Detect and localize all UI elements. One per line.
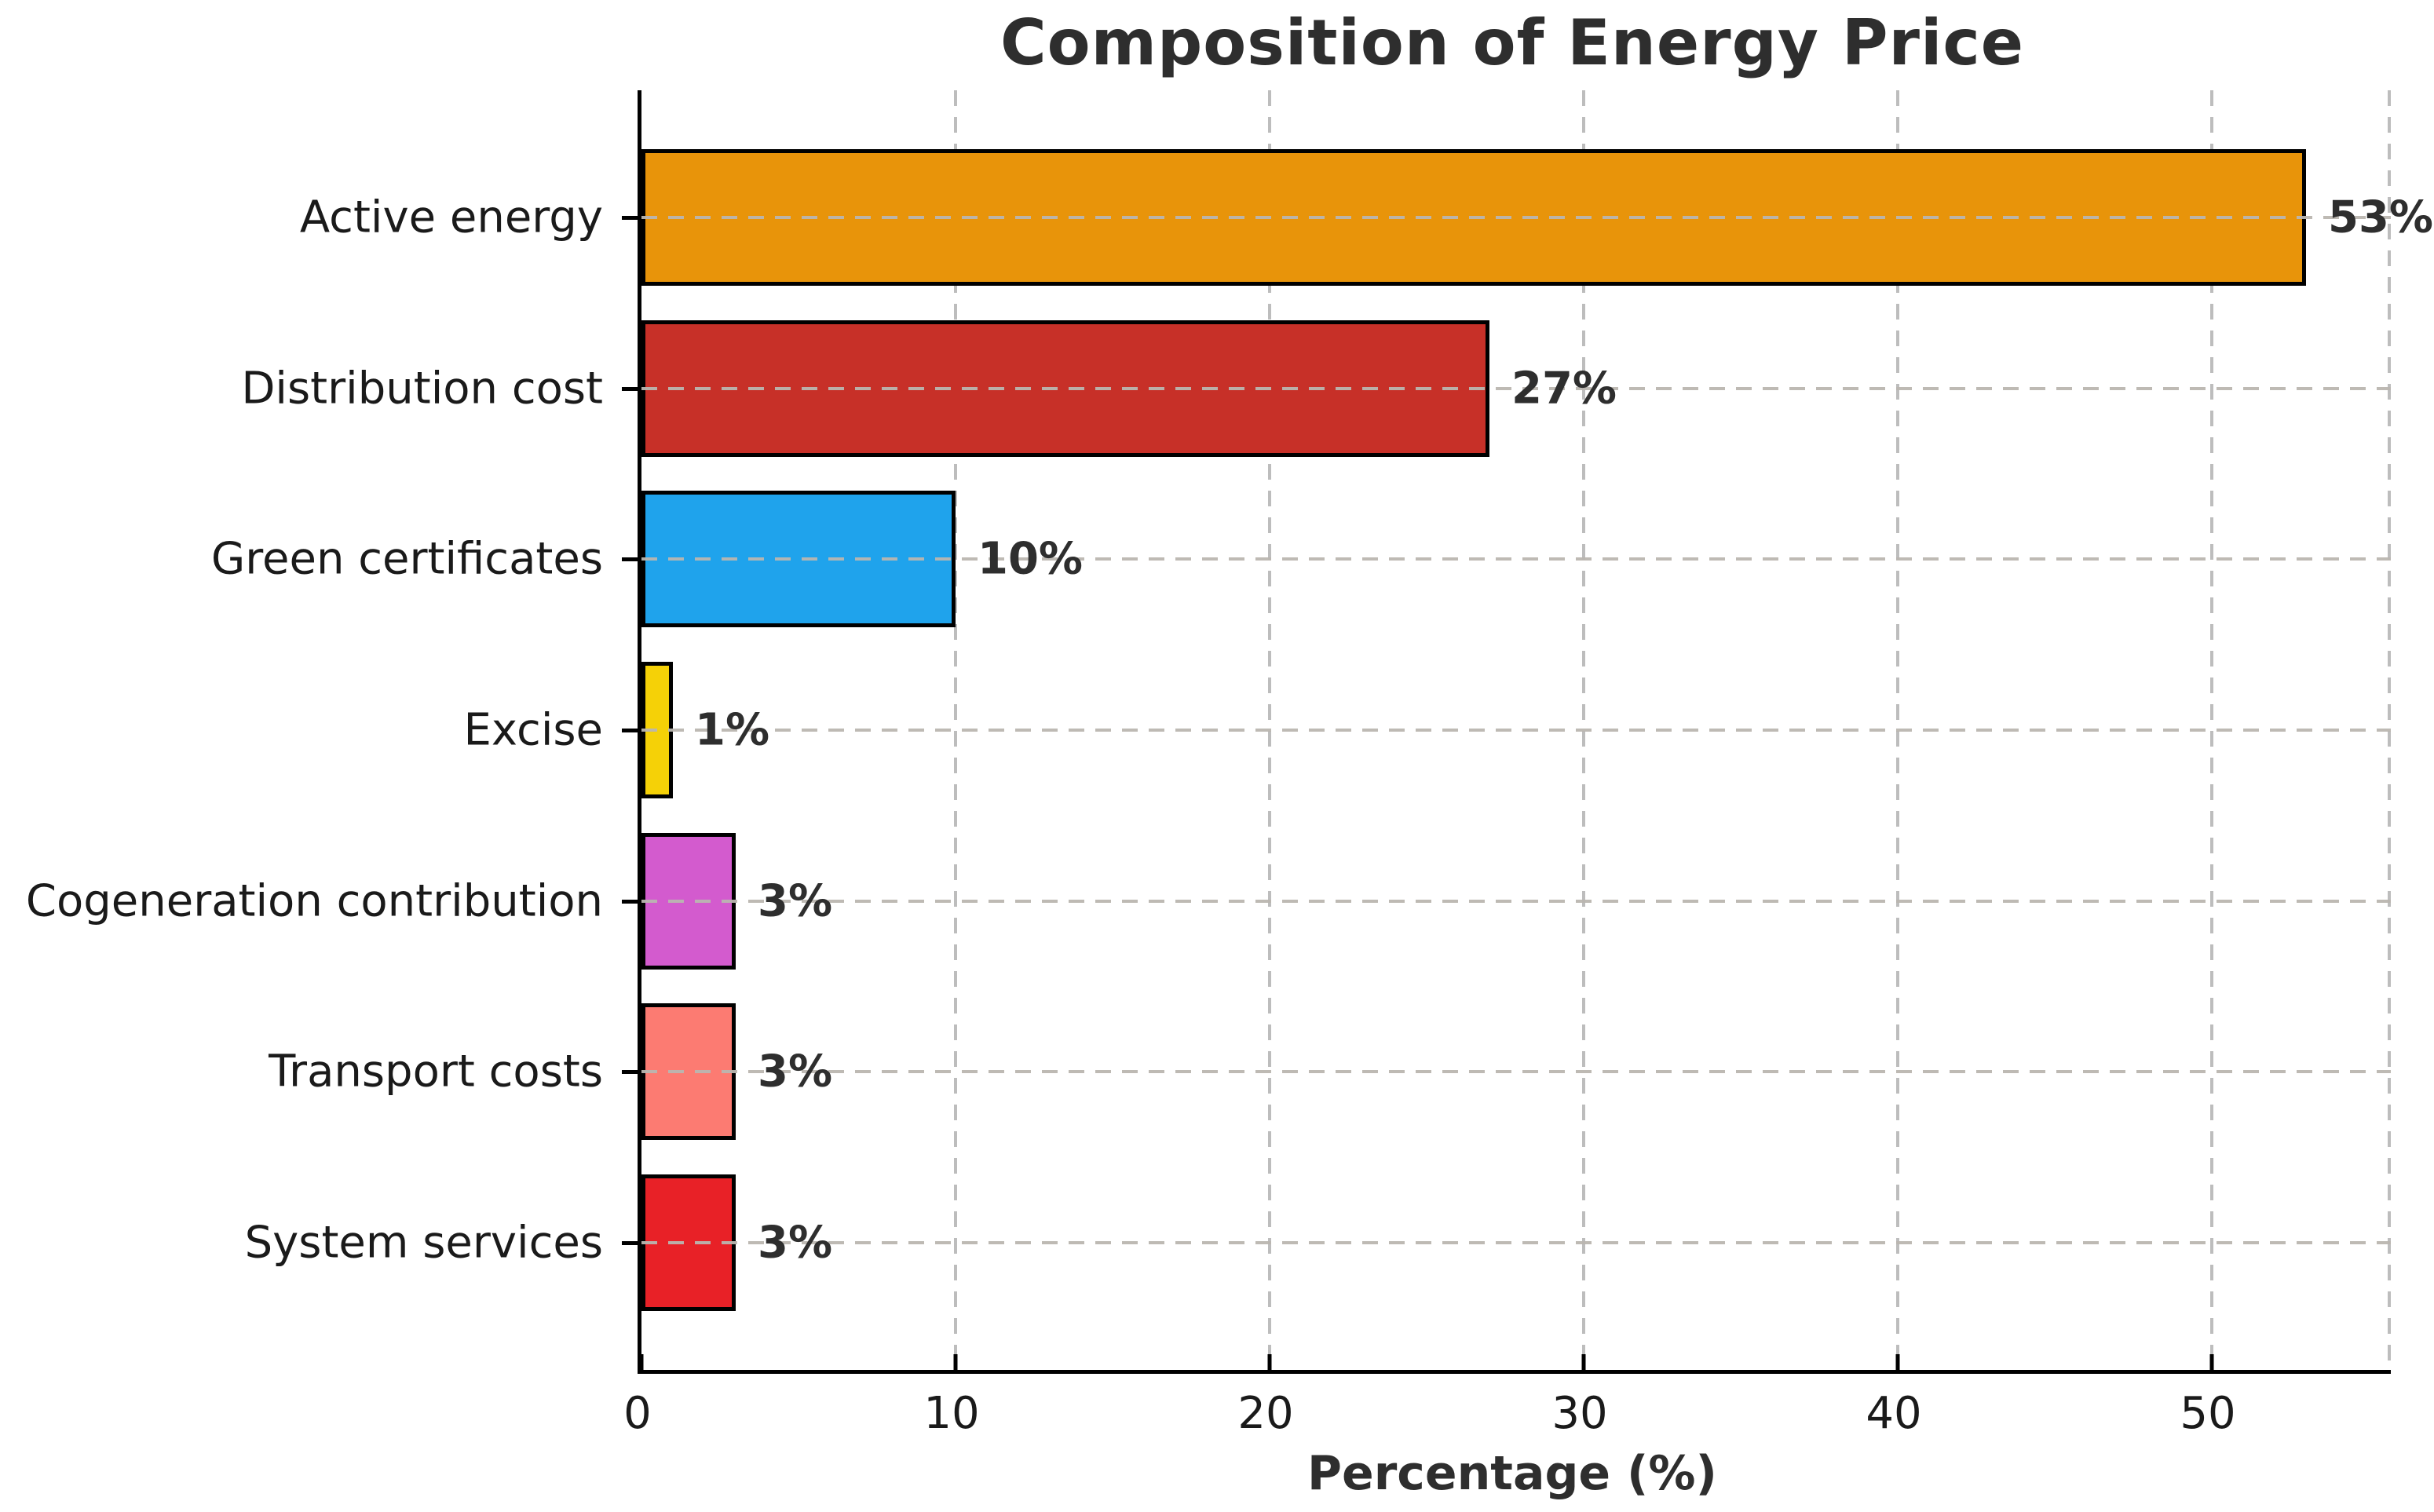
category-label-distribution-cost: Distribution cost <box>241 363 603 415</box>
y-axis-tick-mark <box>622 899 641 904</box>
chart-title: Composition of Energy Price <box>1000 6 2025 79</box>
value-label-cogeneration-contribution: 3% <box>758 875 833 927</box>
x-tick-label: 20 <box>1237 1388 1294 1439</box>
category-label-system-services: System services <box>244 1217 603 1269</box>
y-axis-tick-mark <box>622 1241 641 1246</box>
horizontal-gridline <box>641 1241 2391 1245</box>
x-axis-title: Percentage (%) <box>1307 1446 1717 1501</box>
category-label-transport-costs: Transport costs <box>269 1046 603 1097</box>
x-tick-label: 0 <box>623 1388 652 1439</box>
horizontal-gridline <box>641 1070 2391 1074</box>
x-axis-tick-labels: 0 10 20 30 40 50 <box>623 1388 2387 1451</box>
x-tick-label: 40 <box>1866 1388 1922 1439</box>
x-tick-label: 50 <box>2180 1388 2236 1439</box>
x-axis-tick-mark <box>953 1354 958 1370</box>
category-label-cogeneration-contribution: Cogeneration contribution <box>25 875 603 927</box>
value-label-green-certificates: 10% <box>978 533 1084 585</box>
horizontal-gridline <box>641 386 2391 390</box>
x-axis-tick-mark <box>1581 1354 1586 1370</box>
category-label-active-energy: Active energy <box>299 192 603 243</box>
horizontal-gridline <box>641 557 2391 561</box>
y-axis-tick-mark <box>622 557 641 562</box>
horizontal-gridline <box>641 215 2391 219</box>
value-label-active-energy: 53% <box>2328 192 2434 243</box>
y-axis-tick-mark <box>622 386 641 391</box>
x-axis-tick-mark <box>639 1354 644 1370</box>
y-axis-tick-mark <box>622 1070 641 1075</box>
y-axis-tick-mark <box>622 215 641 220</box>
value-label-distribution-cost: 27% <box>1511 363 1617 415</box>
value-label-system-services: 3% <box>758 1217 833 1269</box>
category-label-excise: Excise <box>463 704 603 756</box>
value-label-excise: 1% <box>695 704 770 756</box>
horizontal-gridline <box>641 899 2391 903</box>
value-label-transport-costs: 3% <box>758 1046 833 1097</box>
x-axis-tick-mark <box>1267 1354 1272 1370</box>
x-tick-label: 10 <box>923 1388 980 1439</box>
x-tick-label: 30 <box>1551 1388 1608 1439</box>
y-axis-tick-mark <box>622 729 641 732</box>
x-axis-tick-mark <box>1895 1354 1900 1370</box>
plot-area: 53% 27% 10% 1% 3% 3% 3% <box>622 90 2433 1374</box>
x-axis-tick-mark <box>2209 1354 2214 1370</box>
category-label-green-certificates: Green certificates <box>210 533 603 585</box>
y-axis-category-labels: Active energy Distribution cost Green cert… <box>0 90 620 1370</box>
horizontal-gridline <box>641 729 2391 732</box>
